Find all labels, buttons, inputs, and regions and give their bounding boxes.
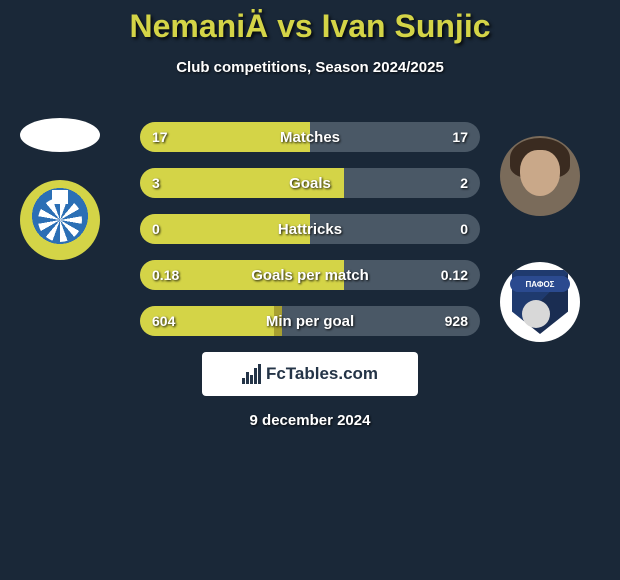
stat-row: 32Goals (140, 168, 480, 198)
stat-row: 1717Matches (140, 122, 480, 152)
stat-row: 00Hattricks (140, 214, 480, 244)
stat-row: 0.180.12Goals per match (140, 260, 480, 290)
player-right-photo (500, 136, 580, 216)
date-label: 9 december 2024 (0, 412, 620, 429)
fctables-logo: FcTables.com (202, 352, 418, 396)
page-title: NemaniÄ vs Ivan Sunjic (0, 0, 620, 45)
player-left-photo (20, 118, 100, 152)
club-right-badge: ΠΑΦΟΣ (500, 262, 580, 342)
stat-row: 604928Min per goal (140, 306, 480, 336)
club-left-badge (20, 180, 100, 260)
stats-container: 1717Matches 32Goals 00Hattricks 0.180.12Goa… (140, 122, 480, 352)
bars-icon (242, 364, 262, 384)
stat-label: Hattricks (140, 214, 480, 244)
stat-label: Matches (140, 122, 480, 152)
club-right-text: ΠΑΦΟΣ (510, 276, 570, 292)
subtitle: Club competitions, Season 2024/2025 (0, 59, 620, 76)
stat-label: Goals (140, 168, 480, 198)
stat-label: Min per goal (140, 306, 480, 336)
logo-text: FcTables.com (266, 364, 378, 384)
stat-label: Goals per match (140, 260, 480, 290)
